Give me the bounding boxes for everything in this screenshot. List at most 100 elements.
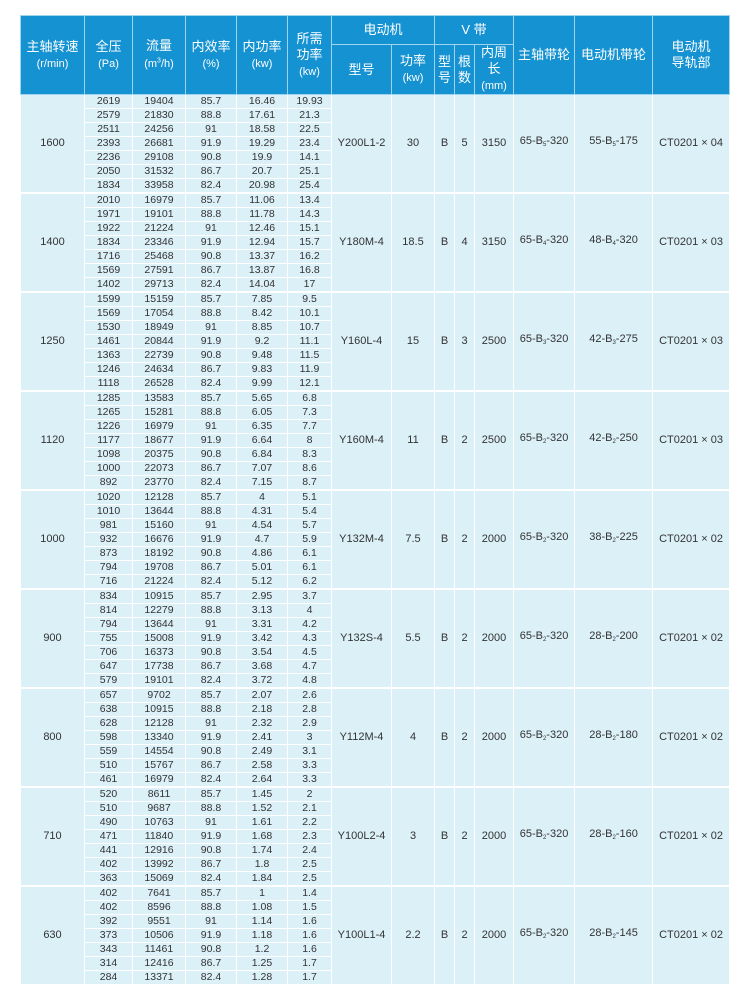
flow-cell: 12279 xyxy=(132,603,186,618)
required-power-cell: 21.3 xyxy=(287,108,332,123)
spindle-pulley-cell: 65-B3-320 xyxy=(513,292,576,392)
pulley-code-post: -320 xyxy=(546,828,569,840)
efficiency-cell: 82.4 xyxy=(185,673,237,689)
flow-cell: 10506 xyxy=(132,928,186,943)
required-power-cell: 3.1 xyxy=(287,744,332,759)
motor-model-cell: Y160L-4 xyxy=(331,292,392,392)
pressure-cell: 1226 xyxy=(84,419,133,434)
efficiency-cell: 90.8 xyxy=(185,447,237,462)
table-row: 1010 13644 88.8 4.31 5.4 xyxy=(21,504,730,519)
required-power-cell: 1.6 xyxy=(287,942,332,957)
speed-cell: 900 xyxy=(20,589,85,689)
inner-power-cell: 2.58 xyxy=(236,758,288,773)
efficiency-cell: 85.7 xyxy=(185,787,237,802)
pressure-cell: 1246 xyxy=(84,362,133,377)
pressure-cell: 1599 xyxy=(84,292,133,307)
required-power-cell: 2.4 xyxy=(287,843,332,858)
inner-power-cell: 5.12 xyxy=(236,574,288,590)
pressure-cell: 2236 xyxy=(84,150,133,165)
pulley-code-post: -320 xyxy=(546,927,569,939)
flow-cell: 13992 xyxy=(132,857,186,872)
pressure-cell: 873 xyxy=(84,546,133,561)
header-required-power: 所需 功率 (kw) xyxy=(287,15,332,95)
inner-power-cell: 3.72 xyxy=(236,673,288,689)
motor-rail-cell: CT0201 × 02 xyxy=(652,688,731,788)
speed-cell: 1250 xyxy=(20,292,85,392)
pulley-code-pre: 28-B xyxy=(589,630,613,642)
table-row: 1250 1599 15159 85.7 7.85 9.5 Y160L-4 15 B 3 2500 6… xyxy=(20,292,731,392)
motor-pulley-cell: 42-B2-250 xyxy=(574,391,654,491)
inner-power-cell: 20.7 xyxy=(236,164,288,179)
pressure-cell: 638 xyxy=(84,702,133,717)
inner-power-cell: 13.87 xyxy=(236,263,288,278)
required-power-cell: 5.1 xyxy=(287,490,332,505)
efficiency-cell: 90.8 xyxy=(185,942,237,957)
efficiency-cell: 91 xyxy=(185,122,237,137)
flow-cell: 23346 xyxy=(132,235,186,250)
efficiency-cell: 91 xyxy=(185,716,237,731)
pulley-code-sub: 2 xyxy=(542,637,547,643)
table-row: 900 834 10915 85.7 2.95 3.7 Y132S-4 5.5 B 2 2000 65… xyxy=(20,589,731,689)
motor-power-cell: 30 xyxy=(390,94,436,194)
pressure-cell: 373 xyxy=(84,928,133,943)
efficiency-cell: 88.8 xyxy=(185,900,237,915)
required-power-cell: 2.3 xyxy=(287,829,332,844)
motor-power-cell: 4 xyxy=(390,688,436,788)
table-row: 800 657 9702 85.7 2.07 2.6 Y112M-4 4 B 2 2000 65-B2… xyxy=(20,688,731,788)
pulley-code-pre: 28-B xyxy=(589,927,613,939)
inner-power-cell: 13.37 xyxy=(236,249,288,264)
inner-power-cell: 1.28 xyxy=(236,970,288,986)
required-power-cell: 19.93 xyxy=(287,94,332,109)
table-row: 2236 29108 90.8 19.9 14.1 xyxy=(21,150,730,165)
required-power-cell: 1.5 xyxy=(287,900,332,915)
flow-cell: 19101 xyxy=(132,673,186,689)
flow-cell: 8596 xyxy=(132,900,186,915)
pulley-code-sub: 2 xyxy=(542,736,547,742)
table-row: 706 16373 90.8 3.54 4.5 xyxy=(21,645,730,660)
pressure-cell: 461 xyxy=(84,772,133,788)
inner-power-cell: 2.32 xyxy=(236,716,288,731)
pulley-code-post: -145 xyxy=(615,927,638,939)
flow-cell: 16676 xyxy=(132,532,186,547)
belt-length-cell: 2000 xyxy=(474,787,515,887)
spindle-pulley-cell: 65-B5-320 xyxy=(513,94,576,194)
inner-power-cell: 1.61 xyxy=(236,815,288,830)
pressure-cell: 520 xyxy=(84,787,133,802)
flow-cell: 22739 xyxy=(132,348,186,363)
pulley-code-pre: 28-B xyxy=(589,828,613,840)
pressure-cell: 471 xyxy=(84,829,133,844)
table-header: 主轴转速 (r/min) 全压 (Pa) 流量 (m3/h) 内效率 (%) 内功率 (k… xyxy=(20,15,731,95)
efficiency-cell: 82.4 xyxy=(185,970,237,986)
efficiency-cell: 82.4 xyxy=(185,871,237,887)
inner-power-cell: 1 xyxy=(236,886,288,901)
motor-rail-cell: CT0201 × 02 xyxy=(652,787,731,887)
pulley-code-sub: 5 xyxy=(612,142,616,148)
inner-power-cell: 17.61 xyxy=(236,108,288,123)
efficiency-cell: 88.8 xyxy=(185,405,237,420)
flow-cell: 24634 xyxy=(132,362,186,377)
header-motor-rail: 电动机 导轨部 xyxy=(652,15,731,95)
pressure-cell: 2619 xyxy=(84,94,133,109)
table-row: 630 402 7641 85.7 1 1.4 Y100L1-4 2.2 B 2 2000 65-B2… xyxy=(20,886,731,986)
inner-power-cell: 19.9 xyxy=(236,150,288,165)
pressure-cell: 1000 xyxy=(84,461,133,476)
inner-power-cell: 7.07 xyxy=(236,461,288,476)
flow-cell: 13644 xyxy=(132,504,186,519)
efficiency-cell: 88.8 xyxy=(185,504,237,519)
inner-power-cell: 2.41 xyxy=(236,730,288,745)
inner-power-cell: 2.95 xyxy=(236,589,288,604)
pressure-cell: 1285 xyxy=(84,391,133,406)
pressure-cell: 1363 xyxy=(84,348,133,363)
table-row: 794 13644 91 3.31 4.2 xyxy=(21,617,730,632)
required-power-cell: 16.8 xyxy=(287,263,332,278)
pulley-code-pre: 48-B xyxy=(589,234,613,246)
table-row: 392 9551 91 1.14 1.6 xyxy=(21,914,730,929)
table-row: 461 16979 82.4 2.64 3.3 xyxy=(21,772,730,788)
inner-power-cell: 1.45 xyxy=(236,787,288,802)
pressure-cell: 1402 xyxy=(84,277,133,293)
required-power-cell: 3.3 xyxy=(287,772,332,788)
motor-pulley-cell: 28-B2-160 xyxy=(574,787,654,887)
inner-power-cell: 2.18 xyxy=(236,702,288,717)
efficiency-cell: 90.8 xyxy=(185,645,237,660)
efficiency-cell: 91.9 xyxy=(185,334,237,349)
